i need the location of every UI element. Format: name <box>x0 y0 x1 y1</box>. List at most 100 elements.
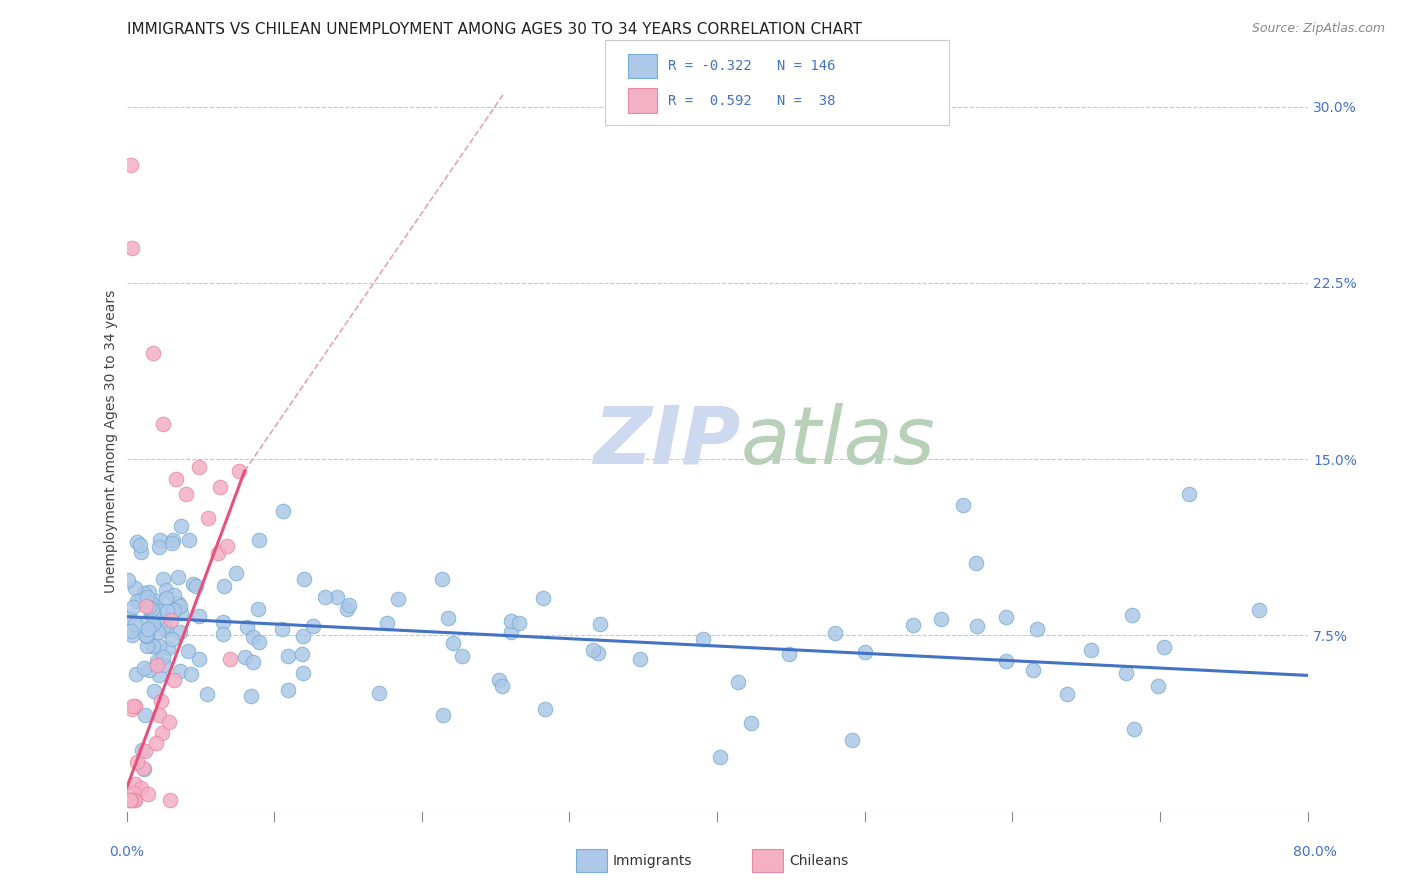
Point <box>188 459 211 474</box>
Point <box>120 611 142 625</box>
Text: Chileans: Chileans <box>789 854 848 868</box>
Point <box>488 673 510 687</box>
Point <box>291 665 314 680</box>
Point <box>1080 643 1102 657</box>
Point <box>155 591 177 605</box>
Point <box>326 590 349 604</box>
Point <box>142 346 165 360</box>
Point <box>208 479 231 493</box>
Point <box>118 793 141 807</box>
Point <box>824 626 846 640</box>
Point <box>132 763 155 777</box>
Point <box>135 639 157 653</box>
Point <box>131 761 153 775</box>
Point <box>159 793 181 807</box>
Point <box>247 533 270 547</box>
Point <box>167 570 190 584</box>
Point <box>148 604 170 618</box>
Point <box>143 684 166 698</box>
Point <box>965 556 987 570</box>
Point <box>271 623 294 637</box>
Y-axis label: Unemployment Among Ages 30 to 34 years: Unemployment Among Ages 30 to 34 years <box>104 290 118 593</box>
Point <box>139 621 162 635</box>
Point <box>163 673 186 687</box>
Point <box>117 574 139 588</box>
Point <box>387 592 409 607</box>
Point <box>148 639 170 653</box>
Point <box>228 465 250 479</box>
Point <box>152 417 174 431</box>
Point <box>169 624 191 639</box>
Point <box>136 591 159 605</box>
Point <box>155 582 177 597</box>
Point <box>853 645 876 659</box>
Point <box>174 487 197 501</box>
Point <box>155 623 177 637</box>
Point <box>450 648 472 663</box>
Point <box>430 572 453 586</box>
Point <box>148 668 170 682</box>
Point <box>533 701 555 715</box>
Point <box>121 702 143 716</box>
Point <box>141 601 163 615</box>
Point <box>153 657 176 672</box>
Point <box>242 655 264 669</box>
Point <box>146 654 169 668</box>
Point <box>134 586 156 600</box>
Point <box>215 539 238 553</box>
Point <box>508 616 530 631</box>
Point <box>148 540 170 554</box>
Point <box>294 572 316 586</box>
Point <box>156 640 179 655</box>
Point <box>150 694 173 708</box>
Point <box>995 654 1018 668</box>
Point <box>170 519 193 533</box>
Point <box>170 606 193 620</box>
Point <box>129 593 152 607</box>
Point <box>138 585 160 599</box>
Point <box>122 786 145 800</box>
Point <box>277 682 299 697</box>
Point <box>995 610 1018 624</box>
Point <box>277 648 299 663</box>
Point <box>302 618 325 632</box>
Point <box>186 579 208 593</box>
Point <box>124 582 146 596</box>
Point <box>129 545 152 559</box>
Point <box>188 652 211 666</box>
Point <box>501 625 523 640</box>
Point <box>218 651 240 665</box>
Point <box>582 643 605 657</box>
Point <box>586 646 609 660</box>
Point <box>337 598 360 612</box>
Point <box>212 615 235 629</box>
Point <box>136 622 159 636</box>
Point <box>531 591 554 606</box>
Point <box>740 716 762 731</box>
Point <box>901 618 924 632</box>
Point <box>1247 603 1270 617</box>
Point <box>134 744 156 758</box>
Point <box>929 612 952 626</box>
Point <box>120 158 142 172</box>
Point <box>128 538 150 552</box>
Point <box>195 687 218 701</box>
Point <box>125 666 148 681</box>
Point <box>152 572 174 586</box>
Point <box>375 616 398 631</box>
Text: ZIP: ZIP <box>593 402 741 481</box>
Point <box>135 599 157 613</box>
Point <box>235 650 257 665</box>
Point <box>247 635 270 649</box>
Text: atlas: atlas <box>741 402 935 481</box>
Point <box>121 628 143 642</box>
Point <box>180 667 202 681</box>
Point <box>163 588 186 602</box>
Point <box>145 735 167 749</box>
Point <box>1122 723 1144 737</box>
Point <box>165 473 187 487</box>
Point <box>499 615 522 629</box>
Point <box>1121 608 1143 623</box>
Point <box>166 595 188 609</box>
Point <box>120 793 142 807</box>
